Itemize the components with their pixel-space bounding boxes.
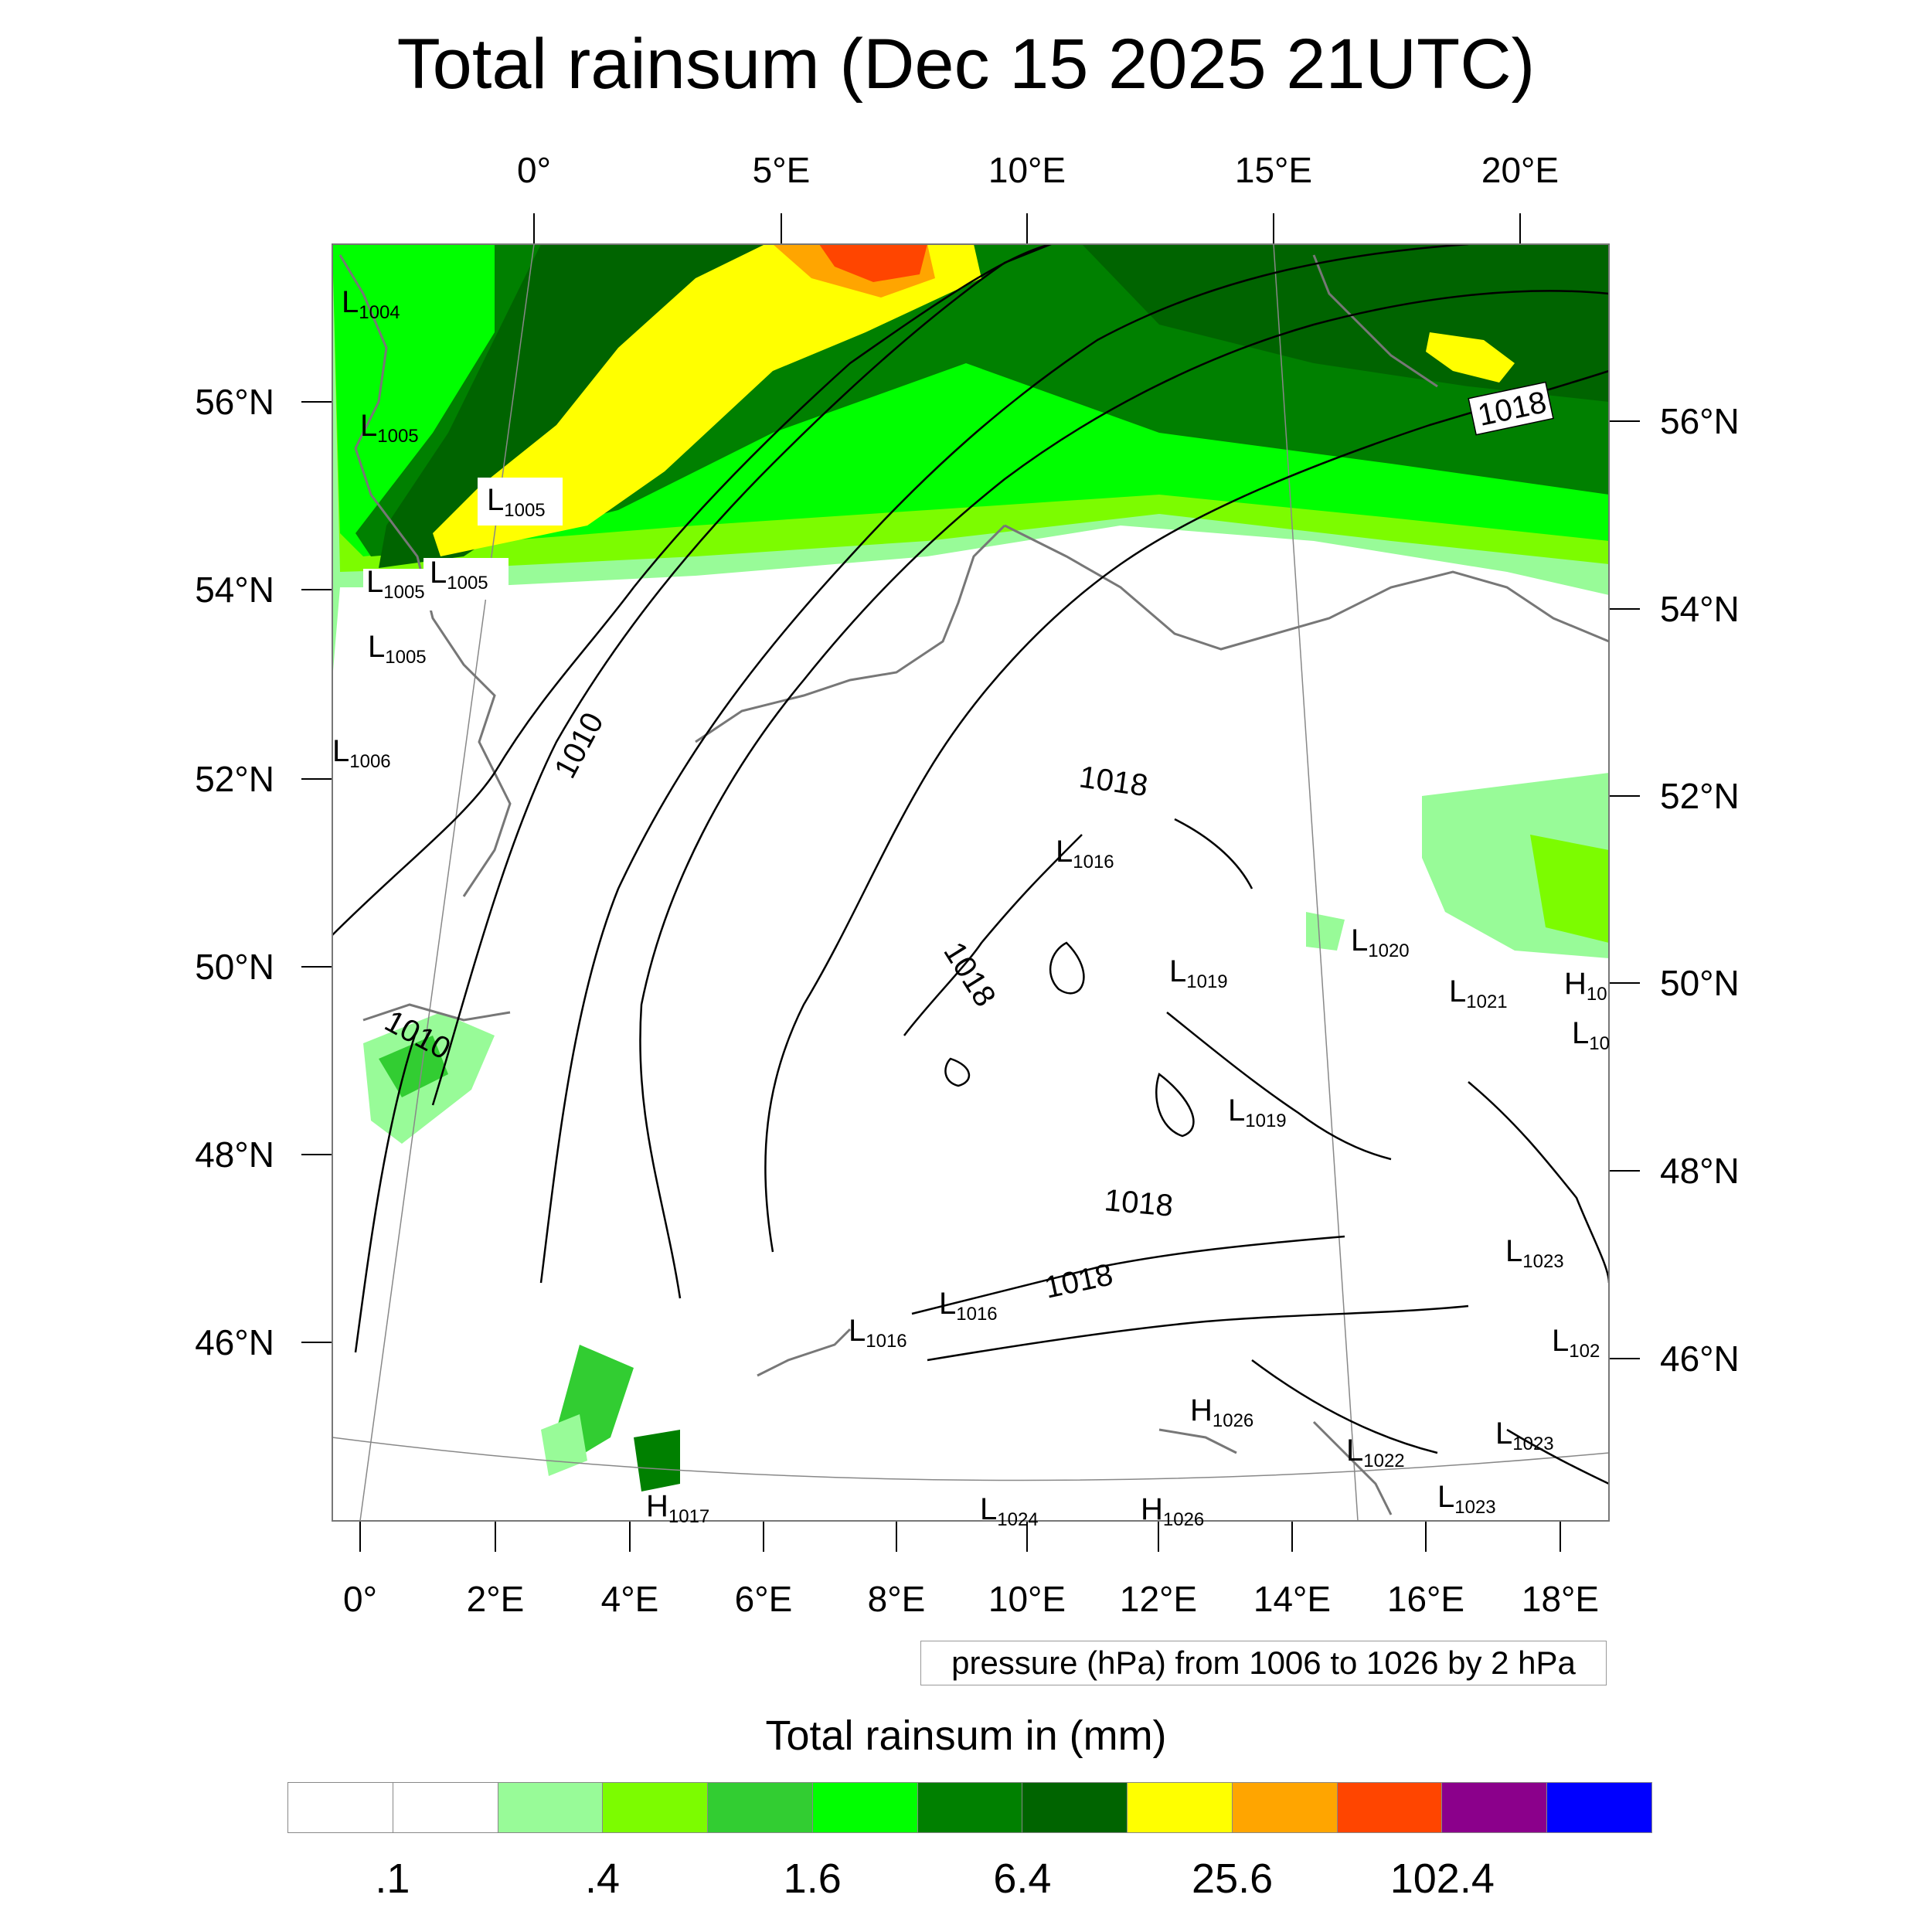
chart-title: Total rainsum (Dec 15 2025 21UTC) <box>396 25 1536 104</box>
pressure-centers: L1004 L1005 L1005 L1005 L1005 L1005 L100… <box>332 285 1610 1530</box>
colorbar-box <box>1547 1783 1651 1832</box>
colorbar-box <box>812 1783 918 1832</box>
pressure-center: L1021 <box>1449 975 1508 1012</box>
colorbar-tick-label: 25.6 <box>1192 1855 1274 1902</box>
lon-label-bottom: 4°E <box>601 1579 659 1619</box>
lat-label-left: 48°N <box>195 1134 274 1175</box>
colorbar-box <box>603 1783 709 1832</box>
pressure-center: L10 <box>1572 1016 1610 1054</box>
colorbar-box <box>393 1783 498 1832</box>
lon-label-bottom: 18°E <box>1522 1579 1599 1619</box>
pressure-center: L1023 <box>1495 1417 1554 1454</box>
colorbar-title: Total rainsum in (mm) <box>765 1713 1167 1759</box>
pressure-center: H1026 <box>1190 1393 1253 1431</box>
lon-label-top: 15°E <box>1235 150 1312 190</box>
pressure-center: L1005 <box>368 630 427 668</box>
pressure-center: H1017 <box>646 1489 709 1527</box>
lon-label-bottom: 12°E <box>1120 1579 1197 1619</box>
isobar-label: 1018 <box>937 936 1002 1012</box>
lat-label-left: 56°N <box>195 382 274 422</box>
colorbar-tick-label: .1 <box>375 1855 410 1902</box>
pressure-center: L1019 <box>1169 954 1228 992</box>
pressure-center: L1005 <box>366 565 425 603</box>
map-frame <box>332 243 1610 1522</box>
pressure-center: L1005 <box>430 556 488 594</box>
pressure-center: H10 <box>1564 967 1607 1005</box>
precipitation-field <box>332 244 1609 1492</box>
colorbar-box <box>1337 1783 1443 1832</box>
colorbar-box <box>498 1783 604 1832</box>
colorbar-box <box>1022 1783 1128 1832</box>
pressure-center: L1016 <box>1056 835 1114 872</box>
pressure-center: L1022 <box>1346 1434 1405 1471</box>
map-ticks <box>301 213 1640 1552</box>
colorbar-box <box>1128 1783 1233 1832</box>
colorbar-tick-label: 102.4 <box>1389 1855 1495 1902</box>
lon-label-bottom: 6°E <box>735 1579 793 1619</box>
lon-label-top: 5°E <box>753 150 811 190</box>
colorbar-box <box>1232 1783 1338 1832</box>
colorbar-box <box>917 1783 1023 1832</box>
lon-label-bottom: 8°E <box>868 1579 926 1619</box>
graticule <box>332 244 1609 1521</box>
lon-label-bottom: 14°E <box>1253 1579 1331 1619</box>
pressure-center: L1016 <box>939 1287 998 1325</box>
lon-label-bottom: 16°E <box>1387 1579 1464 1619</box>
colorbar-box <box>708 1783 813 1832</box>
lon-label-bottom: 2°E <box>467 1579 525 1619</box>
pressure-center: L1016 <box>849 1314 907 1352</box>
lon-label-top: 0° <box>517 150 551 190</box>
pressure-center: L1023 <box>1505 1234 1564 1272</box>
pressure-center: L1024 <box>980 1492 1039 1530</box>
colorbar-tick-label: 1.6 <box>783 1855 842 1902</box>
pressure-center: L1006 <box>332 734 391 772</box>
pressure-center: L102 <box>1552 1324 1600 1362</box>
lat-label-right: 46°N <box>1660 1338 1740 1379</box>
lat-label-right: 50°N <box>1660 963 1740 1003</box>
colorbar-tick-label: 6.4 <box>993 1855 1052 1902</box>
pressure-center: L1005 <box>360 409 419 447</box>
lat-label-left: 54°N <box>195 570 274 610</box>
lon-label-bottom: 0° <box>343 1579 377 1619</box>
lon-label-top: 10°E <box>988 150 1066 190</box>
colorbar-box <box>288 1783 393 1832</box>
contour-info-box: pressure (hPa) from 1006 to 1026 by 2 hP… <box>920 1641 1607 1685</box>
lon-label-bottom: 10°E <box>988 1579 1066 1619</box>
isobar-label: 1010 <box>548 707 611 784</box>
colorbar-tick-label: .4 <box>585 1855 621 1902</box>
isobars <box>332 244 1609 1485</box>
lat-label-right: 52°N <box>1660 776 1740 816</box>
lat-label-right: 54°N <box>1660 589 1740 629</box>
coastlines <box>338 254 1609 1515</box>
colorbar-box <box>1442 1783 1548 1832</box>
isobar-label: 1018 <box>1103 1183 1174 1223</box>
pressure-center: L1019 <box>1228 1094 1287 1131</box>
lat-label-left: 50°N <box>195 947 274 987</box>
lon-label-top: 20°E <box>1481 150 1559 190</box>
lat-label-right: 48°N <box>1660 1151 1740 1191</box>
pressure-center: L1020 <box>1351 923 1410 961</box>
pressure-center: L1023 <box>1437 1480 1496 1518</box>
lat-label-left: 46°N <box>195 1322 274 1362</box>
pressure-center: H1026 <box>1141 1492 1204 1530</box>
map-tick-labels: 0° 5°E 10°E 15°E 20°E 0° 2°E 4°E 6°E 8°E… <box>195 150 1740 1619</box>
pressure-center: L1005 <box>487 483 546 521</box>
isobar-label: 1018 <box>1042 1257 1116 1305</box>
pressure-center: L1004 <box>342 285 400 323</box>
lat-label-right: 56°N <box>1660 401 1740 441</box>
isobar-label: 1018 <box>1077 760 1150 803</box>
lat-label-left: 52°N <box>195 759 274 799</box>
colorbar <box>287 1782 1652 1833</box>
